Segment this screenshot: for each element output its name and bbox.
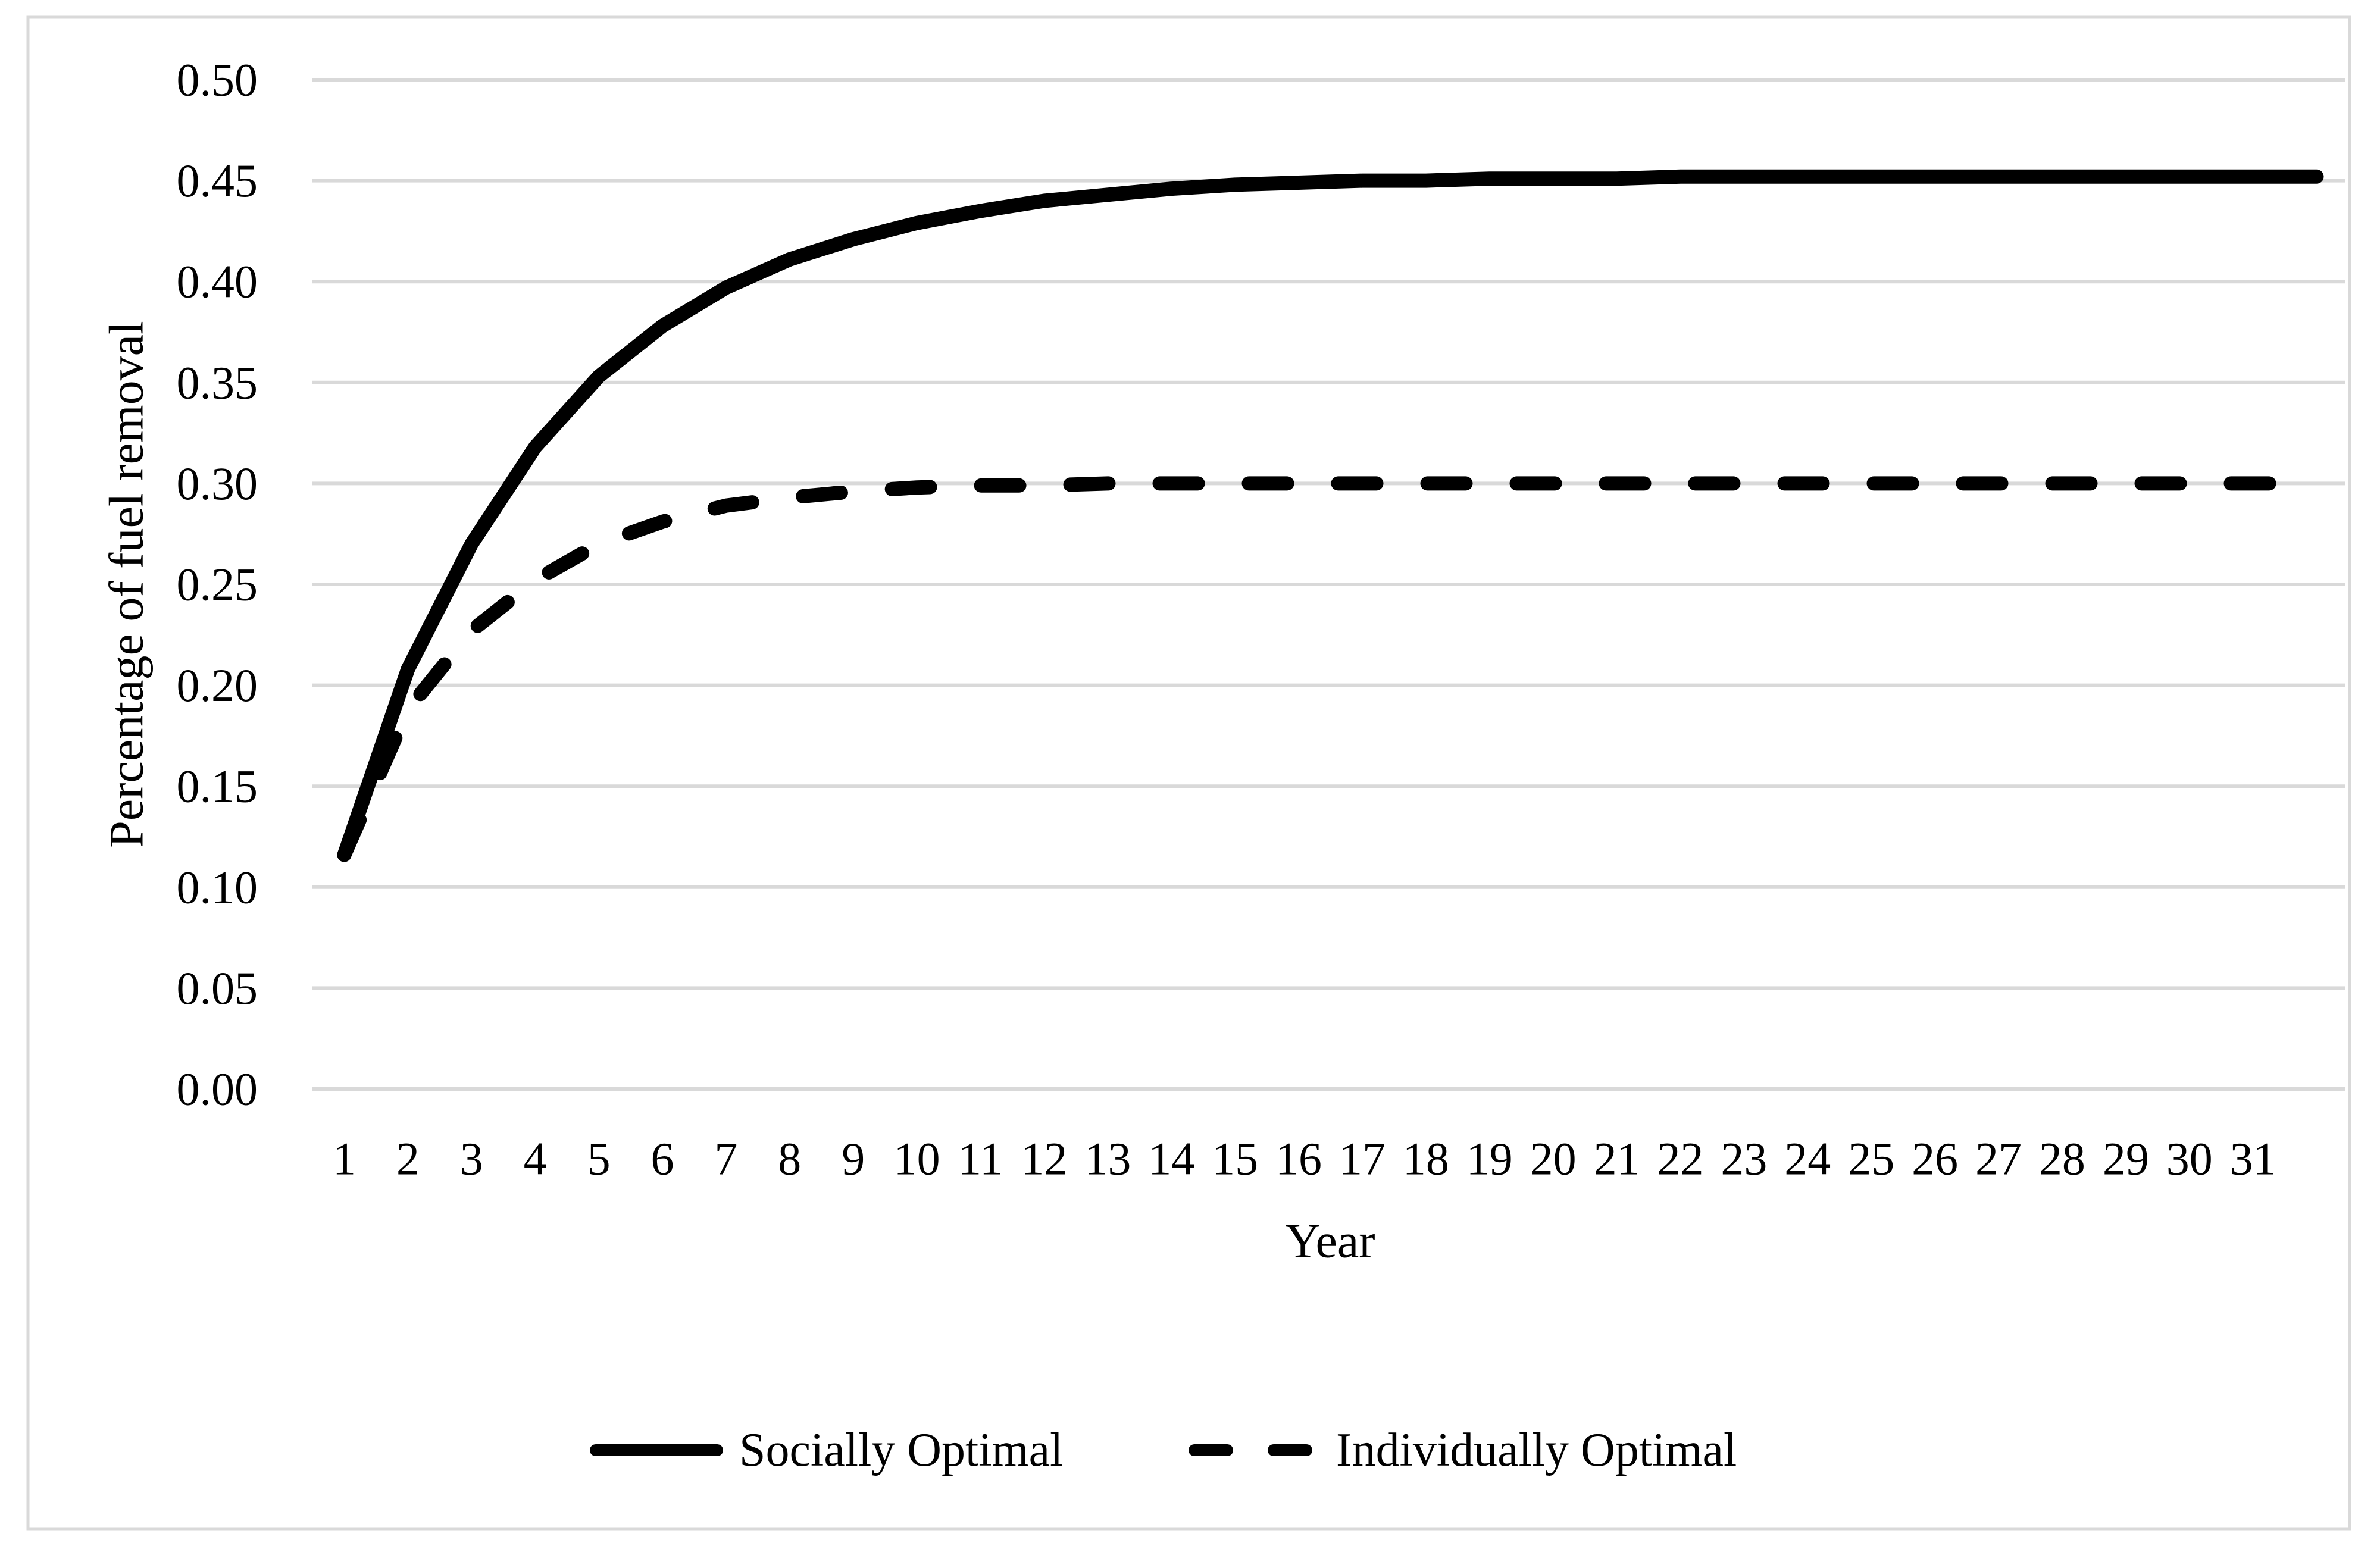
plot-series [337, 169, 2324, 862]
x-tick-label: 11 [958, 1133, 1003, 1185]
legend-label-individually-optimal: Individually Optimal [1336, 1424, 1737, 1476]
x-axis-title: Year [1285, 1214, 1375, 1268]
y-axis-title: Percentage of fuel removal [99, 321, 154, 848]
x-tick-label: 15 [1212, 1133, 1258, 1185]
x-tick-label: 10 [894, 1133, 940, 1185]
y-tick-label: 0.20 [177, 659, 258, 711]
x-tick-label: 17 [1339, 1133, 1386, 1185]
y-tick-label: 0.15 [177, 761, 258, 812]
x-tick-label: 16 [1275, 1133, 1322, 1185]
x-tick-label: 14 [1148, 1133, 1194, 1185]
legend-label-socially-optimal: Socially Optimal [739, 1424, 1063, 1476]
y-tick-label: 0.50 [177, 54, 258, 106]
x-tick-label: 25 [1848, 1133, 1894, 1185]
x-tick-label: 28 [2039, 1133, 2085, 1185]
x-tick-label: 19 [1466, 1133, 1513, 1185]
x-axis-tick-labels: 1 2 3 4 5 6 7 8 9 10 11 12 13 14 15 16 17 18 19 20 21 22 23 24 2… [333, 1133, 2276, 1185]
y-tick-label: 0.35 [177, 356, 258, 408]
series-individually-optimal-line [337, 476, 2324, 862]
x-tick-label: 23 [1721, 1133, 1767, 1185]
y-tick-label: 0.05 [177, 962, 258, 1014]
x-tick-label: 20 [1530, 1133, 1577, 1185]
y-tick-label: 0.10 [177, 861, 258, 913]
x-tick-label: 21 [1594, 1133, 1640, 1185]
x-tick-label: 18 [1403, 1133, 1449, 1185]
x-tick-label: 7 [714, 1133, 737, 1185]
x-tick-label: 22 [1657, 1133, 1703, 1185]
x-tick-label: 29 [2103, 1133, 2149, 1185]
x-tick-label: 27 [1975, 1133, 2022, 1185]
legend: Socially Optimal Individually Optimal [590, 1424, 1737, 1476]
y-axis-tick-labels: 0.00 0.05 0.10 0.15 0.20 0.25 0.30 0.35 0.40 0.45… [177, 54, 258, 1115]
x-tick-label: 31 [2230, 1133, 2276, 1185]
y-tick-label: 0.40 [177, 256, 258, 308]
x-tick-label: 12 [1021, 1133, 1067, 1185]
x-tick-label: 4 [524, 1133, 547, 1185]
x-tick-label: 24 [1784, 1133, 1831, 1185]
series-socially-optimal-line [337, 169, 2324, 862]
x-tick-label: 1 [333, 1133, 356, 1185]
x-tick-label: 6 [650, 1133, 674, 1185]
y-tick-label: 0.25 [177, 559, 258, 611]
gridlines [312, 78, 2345, 1091]
x-tick-label: 26 [1912, 1133, 1958, 1185]
x-tick-label: 30 [2166, 1133, 2213, 1185]
x-tick-label: 13 [1084, 1133, 1131, 1185]
y-tick-label: 0.30 [177, 458, 258, 509]
y-tick-label: 0.45 [177, 155, 258, 206]
x-tick-label: 8 [778, 1133, 801, 1185]
x-tick-label: 9 [842, 1133, 865, 1185]
chart-frame [26, 15, 2351, 1531]
x-tick-label: 2 [396, 1133, 420, 1185]
y-tick-label: 0.00 [177, 1063, 258, 1115]
x-tick-label: 3 [460, 1133, 483, 1185]
x-tick-label: 5 [587, 1133, 611, 1185]
